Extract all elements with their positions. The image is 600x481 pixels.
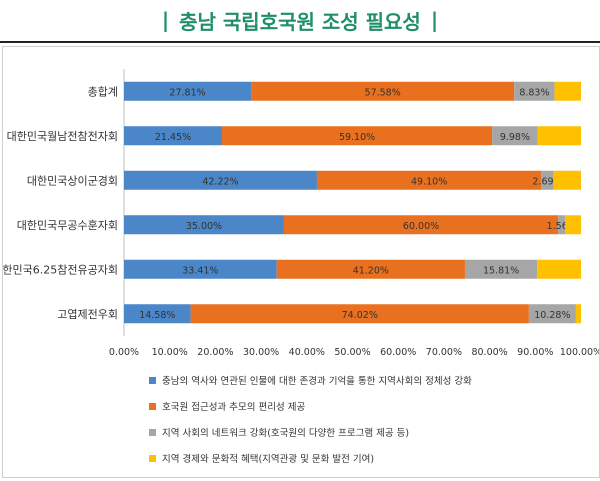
category-label: 대한민국월남전참전자회 (7, 130, 118, 143)
legend-label: 지역 사회의 네트워크 강화(호국원의 다양한 프로그램 제공 등) (162, 427, 409, 439)
category-label: 대한민국상이군경회 (27, 174, 118, 187)
bar-segment (316, 170, 542, 190)
data-label: 49.10% (411, 176, 447, 187)
legend-swatch (149, 429, 156, 436)
x-tick-label: 90.00% (517, 347, 553, 358)
x-tick-label: 60.00% (380, 347, 416, 358)
title-text: 충남 국립호국원 조성 필요성 (179, 9, 421, 34)
bar-segment (537, 259, 581, 279)
data-label: 21.45% (155, 132, 191, 143)
data-label: 15.81% (483, 265, 519, 276)
bar-segment (575, 304, 581, 324)
title-divider (0, 41, 600, 43)
legend-swatch (149, 403, 156, 410)
data-label: 35.00% (186, 221, 222, 232)
data-label: 2.69% (532, 176, 562, 187)
bar-segment (541, 170, 554, 190)
x-tick-label: 10.00% (152, 347, 188, 358)
legend-swatch (149, 377, 156, 384)
x-tick-label: 50.00% (334, 347, 370, 358)
bar-segment (528, 304, 576, 324)
data-label: 74.02% (342, 310, 378, 321)
bar-segment (124, 259, 277, 279)
category-label: 고엽제전우회 (57, 308, 118, 321)
legend-swatch (149, 455, 156, 462)
legend-label: 충남의 역사와 연관된 인물에 대한 존경과 기억을 통한 지역사회의 정체성 … (162, 375, 472, 387)
bar-segment (124, 215, 284, 235)
x-tick-label: 0.00% (109, 347, 139, 358)
bar-segment (276, 259, 465, 279)
data-label: 57.58% (365, 87, 401, 98)
data-label: 14.58% (139, 310, 175, 321)
data-label: 8.83% (519, 87, 549, 98)
bar-segment (514, 81, 555, 101)
data-label: 10.28% (534, 310, 570, 321)
category-label: 대한민국6.25참전유공자회 (3, 263, 118, 276)
x-tick-label: 100.00% (560, 347, 599, 358)
bar-segment (283, 215, 559, 235)
bar-segment (464, 259, 538, 279)
data-label: 33.41% (182, 265, 218, 276)
data-label: 9.98% (500, 132, 530, 143)
bar-segment (492, 126, 538, 146)
title-left-mark: | (161, 8, 170, 32)
bar-segment (190, 304, 529, 324)
title-right-mark: | (430, 8, 439, 32)
bar-segment (558, 215, 566, 235)
x-tick-label: 70.00% (426, 347, 462, 358)
x-tick-label: 40.00% (289, 347, 325, 358)
bar-segment (124, 81, 252, 101)
data-label: 59.10% (339, 132, 375, 143)
bar-segment (565, 215, 581, 235)
category-label: 총합계 (88, 85, 118, 98)
data-label: 41.20% (353, 265, 389, 276)
bar-segment (554, 81, 581, 101)
x-tick-label: 30.00% (243, 347, 279, 358)
bar-segment (124, 304, 191, 324)
data-label: 1.56% (547, 221, 577, 232)
legend-label: 호국원 접근성과 추모의 편리성 제공 (162, 401, 305, 413)
data-label: 27.81% (169, 87, 205, 98)
chart-panel: 총합계 27.81% 57.58% 8.83% 대한민국월남전참전자회 21.45% 59.… (0, 46, 600, 478)
bar-segment (124, 126, 223, 146)
bar-segment (553, 170, 581, 190)
data-label: 60.00% (403, 221, 439, 232)
bar-segment (537, 126, 581, 146)
data-label: 42.22% (202, 176, 238, 187)
stacked-bar-chart: 총합계 27.81% 57.58% 8.83% 대한민국월남전참전자회 21.45% 59.… (0, 69, 600, 465)
bar-segment (251, 81, 515, 101)
page-title: | 충남 국립호국원 조성 필요성 | (0, 0, 600, 40)
legend-label: 지역 경제와 문화적 혜택(지역관광 및 문화 발전 기여) (162, 453, 374, 465)
bar-segment (124, 170, 317, 190)
x-tick-label: 80.00% (471, 347, 507, 358)
x-tick-label: 20.00% (197, 347, 233, 358)
category-label: 대한민국무공수훈자회 (17, 219, 118, 232)
bar-segment (222, 126, 493, 146)
